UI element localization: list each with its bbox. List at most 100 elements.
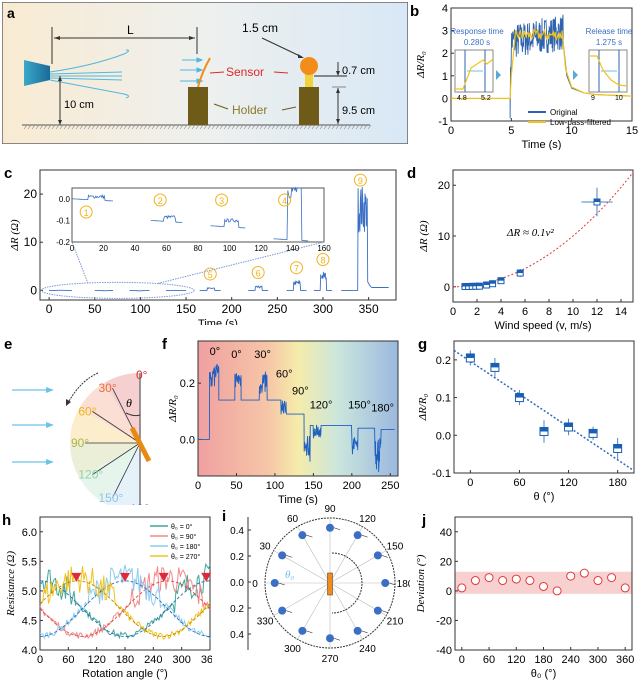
angle-tick-label: 270 [322,654,339,665]
y-axis-label: ΔR (Ω) [9,219,21,252]
y-tick-label: 4.0 [22,645,37,657]
direction-arrow [306,535,312,537]
angle-diagram: e0°30°60°90°120°150°180°θ [0,335,165,505]
y-tick-label: 40 [440,527,452,539]
pulse-label: 5 [208,270,213,280]
angle-label: 30° [99,381,117,395]
x-tick-label: 60 [513,477,525,489]
x-axis-label: Time (s) [278,494,318,505]
chart-i: i0.40.20.00.20.4030609012015018021024027… [210,505,410,683]
inset-tick-label: 4.8 [457,95,467,102]
panel-label: j [421,512,426,529]
pulse-5-line [200,288,221,291]
data-point [526,577,534,585]
angle-annotation: 30° [254,349,271,361]
x-tick-label: 14 [615,306,627,318]
x-tick-label: 180 [116,654,134,666]
x-tick-label: 6 [522,306,528,318]
x-axis-label: Time (s) [198,318,238,325]
angle-label: 0° [136,368,148,382]
x-tick-label: 300 [313,302,333,316]
angle-annotation: 60° [276,369,293,381]
legend-label: Low-pass-filtered [550,118,611,127]
panel-label: d [407,165,416,182]
y-tick-label: 20 [438,180,450,192]
x-tick-label: 0 [448,125,454,137]
angle-tick-label: 330 [257,617,274,628]
data-point [326,634,334,642]
panel-label: f [162,336,168,353]
direction-arrow [334,528,340,530]
data-point-fill [490,281,496,284]
x-tick-label: 2 [474,306,480,318]
inset-x-tick-label: 40 [131,244,140,253]
inset-pulse-label: 3 [219,196,224,206]
y-tick-label: 4.5 [22,615,37,627]
y-axis-label: ΔR/R₀ [415,51,427,79]
y-tick-label: -40 [436,645,452,657]
x-tick-label: 0 [46,302,53,316]
angle-tick-label: 0 [252,579,258,590]
data-point [621,584,629,592]
angle-annotation: 0° [231,349,242,361]
y-tick-label: 4 [442,3,448,15]
y-tick-label: 5.5 [22,556,37,568]
annotation-title: Response time [450,27,504,36]
holder-label: Holder [232,103,267,117]
data-point [553,587,561,595]
legend-label: Original [550,108,578,117]
x-tick-label: 60 [62,654,74,666]
wind-arrow-head [46,422,54,428]
x-tick-label: 50 [230,480,242,492]
pulse-label: 6 [256,269,261,279]
data-point [354,627,362,635]
x-tick-label: 300 [589,654,607,666]
direction-arrow [362,631,368,633]
data-point-fill [476,283,482,286]
angle-tick-label: 150 [387,542,404,553]
x-tick-label: 300 [172,654,190,666]
annotation-value: 0.280 s [464,38,490,47]
y-tick-label: 20 [24,187,38,201]
y-tick-label: 2 [442,48,448,60]
data-point [271,579,279,587]
x-axis-label: Time (s) [522,139,562,150]
x-tick-label: 250 [381,480,399,492]
y-tick-label: -20 [436,615,452,627]
x-tick-label: 240 [144,654,162,666]
y-tick-label: 0.2 [180,378,195,390]
y-tick-label: 5.0 [22,586,37,598]
x-tick-label: 240 [562,654,580,666]
legend-label: θ₀ = 270° [171,553,200,561]
x-tick-label: 12 [591,306,603,318]
x-tick-label: 50 [88,302,102,316]
angle-annotation: 180° [371,402,394,414]
fit-line [454,350,634,470]
x-tick-label: 100 [266,480,284,492]
angle-annotation: 120° [310,400,333,412]
data-point-fill [498,278,504,281]
angle-label: 90° [71,436,89,450]
y-tick-label: 0.0 [436,430,451,442]
direction-arrow [286,611,292,613]
data-point [485,574,493,582]
x-tick-label: 200 [343,480,361,492]
data-point [374,551,382,559]
data-point [326,524,334,532]
data-point [608,574,616,582]
legend-label: θ₀ = 90° [171,533,197,541]
direction-arrow [362,535,368,537]
theta-symbol: θ [126,396,132,410]
pulse-label: 7 [294,264,299,274]
wind-arrow-head [46,387,54,393]
distance-label: L [127,23,134,37]
x-tick-label: 350 [359,302,379,316]
wind-arrow-head [46,459,54,465]
y-axis-label: ΔR/R₀ [417,393,429,421]
data-point-fill [565,423,573,427]
inset-x-tick-label: 160 [317,244,331,253]
